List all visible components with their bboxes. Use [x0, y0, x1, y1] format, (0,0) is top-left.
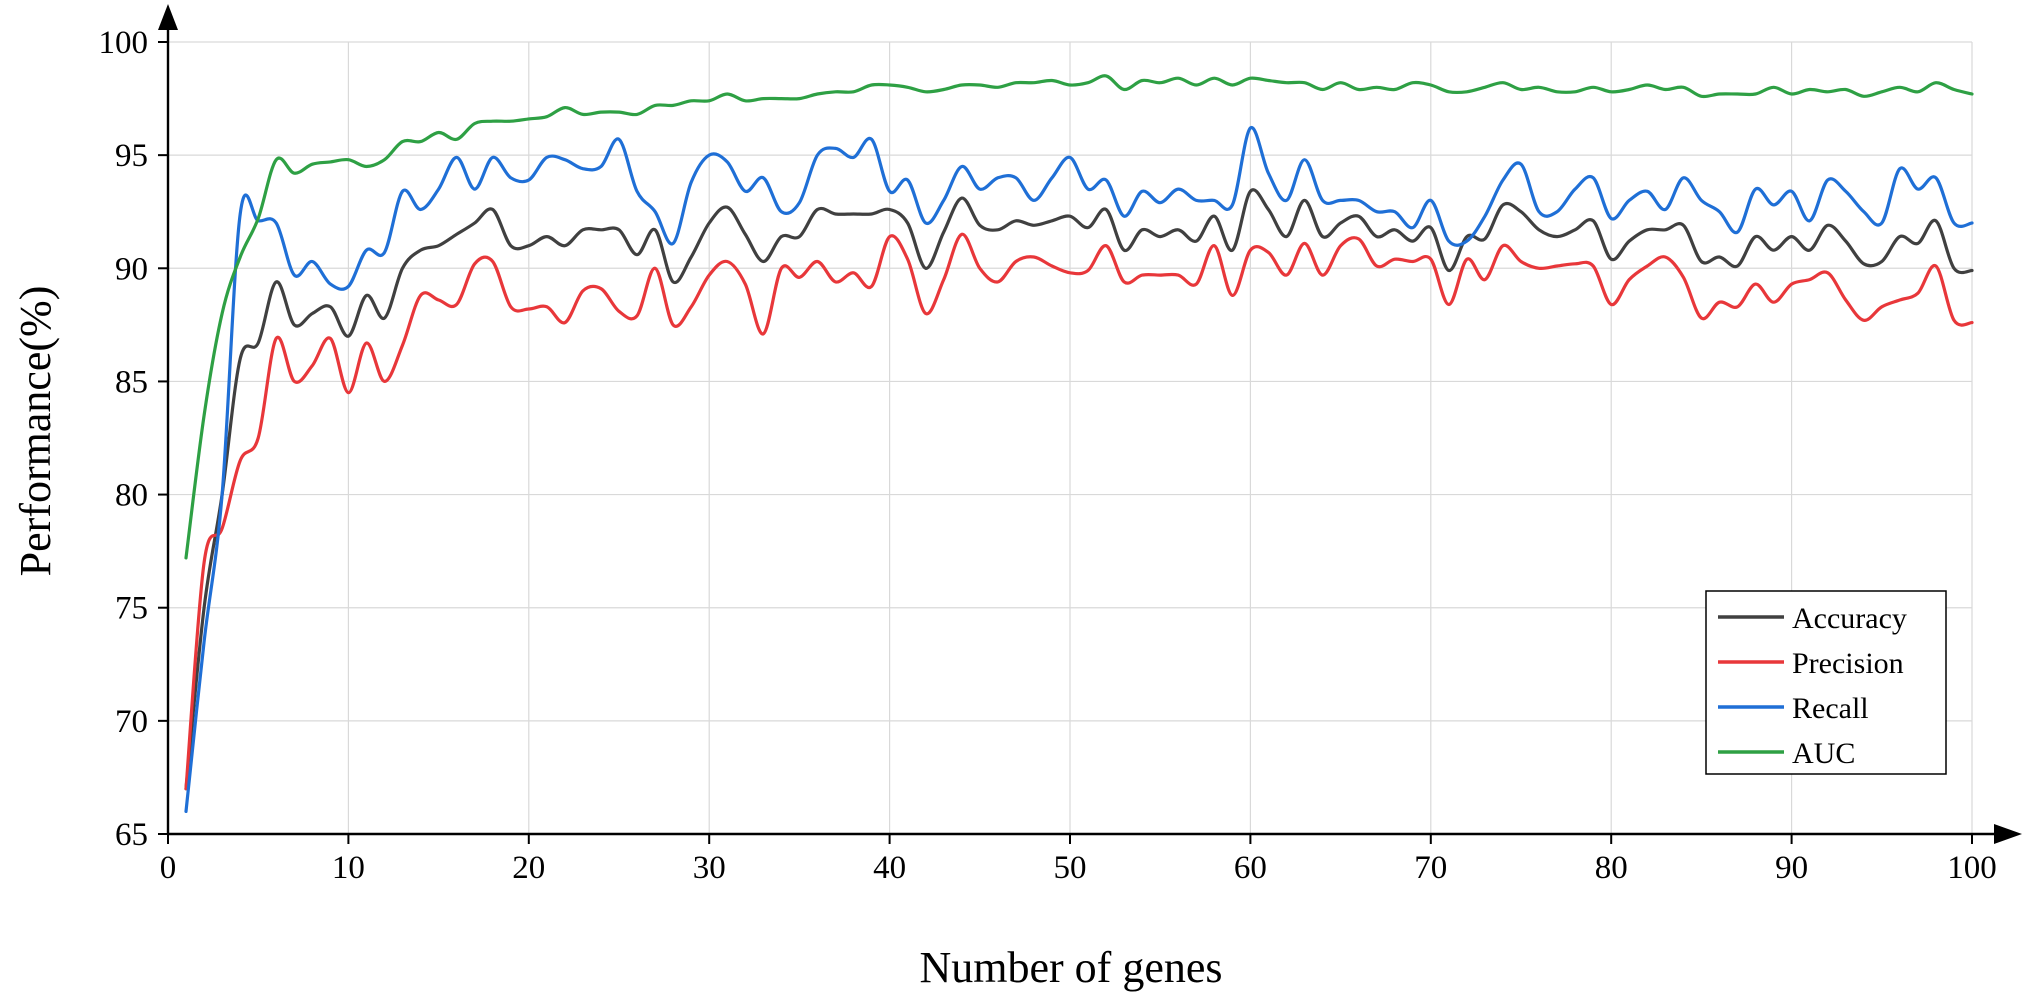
x-tick-label: 80 [1595, 850, 1628, 886]
y-tick-label: 80 [115, 478, 148, 514]
series-lines [184, 74, 1974, 813]
grid-lines [168, 41, 1973, 834]
y-tick-label: 90 [115, 251, 148, 287]
x-tick-label: 90 [1775, 850, 1808, 886]
series-line-accuracy [184, 188, 1974, 791]
x-axis-arrow [1994, 824, 2022, 844]
x-tick-label: 100 [1947, 850, 1997, 886]
series-line-precision [184, 232, 1974, 791]
legend-label-recall: Recall [1792, 692, 1869, 725]
y-tick-label: 100 [99, 25, 149, 61]
y-tick-label: 65 [115, 817, 148, 853]
y-axis-title: Performance(%) [11, 286, 60, 577]
y-tick-label: 70 [115, 704, 148, 740]
series-line-auc [184, 74, 1974, 560]
y-tick-label: 85 [115, 364, 148, 400]
x-tick-label: 30 [693, 850, 726, 886]
x-tick-label: 10 [332, 850, 365, 886]
x-tick-label: 0 [160, 850, 177, 886]
x-tick-label: 60 [1234, 850, 1267, 886]
legend-label-auc: AUC [1792, 737, 1855, 770]
tick-marks-and-labels: 0 10 20 30 40 50 60 70 80 90 100 65 70 75 80 85 90 95 100 [99, 25, 1997, 886]
x-tick-label: 20 [512, 850, 545, 886]
legend: Accuracy Precision Recall AUC [1705, 590, 1947, 775]
series-line-recall [184, 126, 1974, 813]
legend-box [1705, 590, 1947, 775]
legend-label-accuracy: Accuracy [1792, 602, 1907, 635]
y-tick-label: 75 [115, 591, 148, 627]
x-tick-label: 50 [1054, 850, 1087, 886]
x-axis-title: Number of genes [919, 943, 1222, 992]
x-tick-label: 70 [1414, 850, 1447, 886]
y-tick-label: 95 [115, 138, 148, 174]
x-tick-label: 40 [873, 850, 906, 886]
y-axis-arrow [158, 4, 178, 30]
legend-label-precision: Precision [1792, 647, 1904, 680]
